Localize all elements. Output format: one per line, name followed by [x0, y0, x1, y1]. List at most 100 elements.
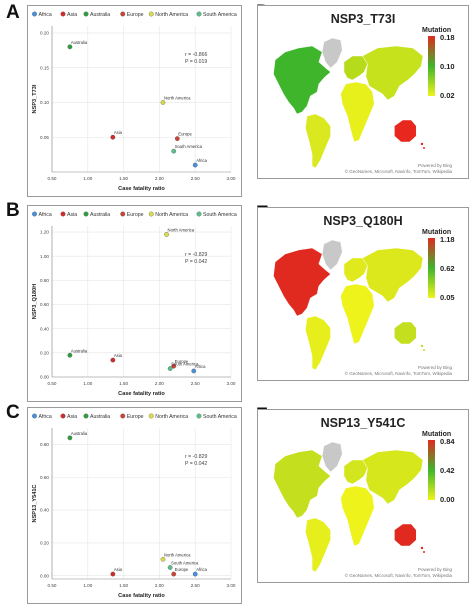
map-legend-title: Mutation [422, 229, 451, 236]
point-label-europe: Europe [178, 132, 192, 137]
map-region-south-america [305, 315, 331, 371]
panel-letter-b: B [6, 200, 20, 221]
map-island-icon [420, 546, 424, 550]
map-region-africa [340, 485, 375, 547]
legend-label-africa: Africa [39, 414, 52, 420]
map-scale-min: 0.02 [440, 91, 455, 100]
legend-label-europe: Europe [127, 414, 144, 420]
map-scale-max: 0.84 [440, 437, 455, 446]
map-scale-mid: 0.62 [440, 264, 455, 273]
y-tick-label: 0.60 [40, 475, 49, 480]
scatter-chart-c: Africa Asia Australia Europe North America So… [32, 413, 237, 599]
point-label-south-america: South America [171, 561, 199, 566]
legend-marker-australia [83, 211, 89, 217]
x-tick-label: 2.00 [155, 381, 164, 386]
map-scale-max: 1.18 [440, 235, 455, 244]
map-credit-f-line2: © GeoNames, Microsoft, Navinfo, TomTom, … [344, 573, 452, 578]
point-south-america [171, 148, 177, 154]
map-island-icon [420, 142, 424, 146]
legend-marker-australia [83, 11, 89, 17]
point-australia [67, 352, 73, 358]
map-region-australia [394, 119, 417, 143]
legend-label-asia: Asia [67, 212, 77, 218]
map-colour-scale [428, 238, 435, 298]
point-south-america [167, 366, 173, 371]
scatter-chart-a: Africa Asia Australia Europe North America So… [32, 11, 237, 192]
map-region-asia [362, 247, 424, 303]
legend-label-europe: Europe [127, 212, 144, 218]
map-region-south-america [305, 113, 331, 169]
legend-label-australia: Australia [90, 414, 110, 420]
point-label-asia: Asia [114, 567, 123, 572]
map-credit-d-line2: © GeoNames, Microsoft, Navinfo, TomTom, … [344, 169, 452, 174]
x-tick-label: 0.50 [48, 583, 57, 588]
map-scale-mid: 0.42 [440, 466, 455, 475]
point-africa [191, 368, 197, 374]
legend-marker-africa [32, 211, 37, 217]
stats-text: r = -0.829 [185, 252, 207, 258]
map-colour-scale [428, 440, 435, 500]
y-tick-label: 1.20 [40, 230, 49, 235]
point-europe [171, 571, 177, 577]
point-label-australia: Australia [71, 40, 88, 45]
legend-marker-north-america [148, 211, 154, 217]
legend-marker-asia [60, 11, 66, 17]
map-panel-d: NSP3_T73I Mutation 0.18 0.10 0.02 Powered b… [257, 5, 469, 179]
map-island-icon [423, 147, 425, 149]
map-island-icon [423, 349, 425, 351]
y-tick-label: 0.80 [40, 442, 49, 447]
x-axis-title: Case fatality ratio [118, 186, 165, 192]
map-region-greenland [321, 239, 343, 271]
scatter-panel-b: Africa Asia Australia Europe North America So… [27, 205, 242, 402]
point-south-america [167, 565, 173, 570]
point-label-north-america: North America [164, 95, 191, 100]
point-africa [192, 571, 198, 577]
y-tick-label: 0.80 [40, 278, 49, 283]
x-tick-label: 2.50 [191, 381, 200, 386]
map-region-europe [343, 459, 368, 485]
point-label-asia: Asia [114, 130, 123, 135]
y-axis-title: NSP3_T73I [32, 84, 38, 113]
map-panel-e: NSP3_Q180H Mutation 1.18 0.62 0.05 Powered … [257, 207, 469, 381]
legend-marker-south-america [196, 413, 202, 419]
y-tick-label: 0.40 [40, 508, 49, 513]
map-region-asia [362, 449, 424, 505]
map-region-asia [362, 45, 424, 101]
point-label-europe: Europe [175, 359, 189, 364]
legend-marker-asia [60, 211, 66, 217]
point-africa [192, 162, 198, 168]
map-land-group [273, 239, 424, 371]
map-region-greenland [321, 37, 343, 69]
point-label-africa: Africa [195, 364, 206, 369]
map-scale-mid: 0.10 [440, 62, 455, 71]
point-asia [110, 134, 116, 140]
stats-text: P = 0.042 [185, 461, 207, 467]
point-australia [67, 435, 73, 441]
x-tick-label: 2.00 [155, 583, 164, 588]
y-tick-label: 0.20 [40, 540, 49, 545]
legend-marker-north-america [148, 413, 154, 419]
map-scale-max: 0.18 [440, 33, 455, 42]
point-label-north-america: North America [164, 552, 191, 557]
x-tick-label: 1.50 [119, 176, 128, 181]
point-north-america [160, 100, 166, 105]
point-north-america [164, 232, 169, 237]
legend-label-south-america: South America [203, 212, 237, 218]
legend-marker-africa [32, 11, 37, 17]
y-tick-label: 0.10 [40, 100, 49, 105]
point-asia [110, 571, 116, 577]
legend-label-north-america: North America [155, 212, 188, 218]
point-label-south-america: South America [171, 362, 199, 367]
map-scale-min: 0.05 [440, 293, 455, 302]
legend-label-australia: Australia [90, 12, 110, 18]
point-label-north-america: North America [168, 227, 195, 232]
y-tick-label: 0.15 [40, 65, 49, 70]
legend-label-asia: Asia [67, 414, 77, 420]
x-tick-label: 0.50 [48, 176, 57, 181]
legend-label-south-america: South America [203, 414, 237, 420]
x-tick-label: 0.50 [48, 381, 57, 386]
point-north-america [160, 556, 166, 562]
legend-marker-africa [32, 413, 37, 419]
